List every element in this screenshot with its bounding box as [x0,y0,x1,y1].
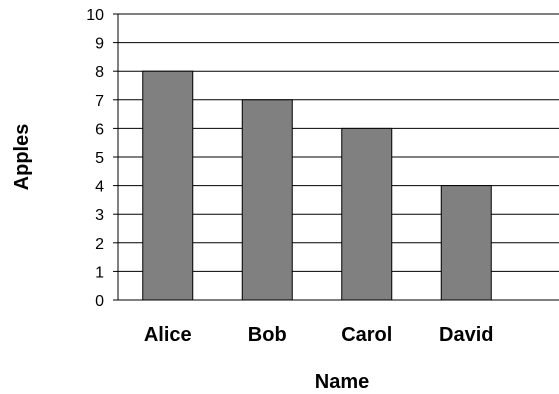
y-tick-label: 8 [95,64,104,81]
x-axis-title: Name [315,371,369,393]
y-tick-label: 9 [95,36,104,53]
bar-carol [341,127,393,301]
y-tick-label: 10 [86,7,104,24]
y-tick-label: 6 [95,121,104,138]
y-axis-title: Apples [11,124,33,191]
axes [113,13,119,301]
bars [142,70,492,301]
x-tick-label-alice: Alice [144,324,192,346]
x-tick-label-david: David [439,324,493,346]
bar-david [440,185,492,301]
y-tick-label: 7 [95,93,104,110]
y-tick-label: 4 [95,179,104,196]
y-tick-label: 1 [95,264,104,281]
bar-bob [241,99,293,301]
x-tick-labels: Alice Bob Carol David [144,324,494,346]
y-tick-label: 2 [95,236,104,253]
x-tick-label-carol: Carol [341,324,392,346]
y-tick-label: 3 [95,207,104,224]
bar-alice [142,70,194,301]
y-tick-label: 0 [95,293,104,310]
y-tick-label: 5 [95,150,104,167]
y-tick-labels: 0 1 2 3 4 5 6 7 8 9 10 [86,7,104,310]
x-tick-label-bob: Bob [248,324,287,346]
